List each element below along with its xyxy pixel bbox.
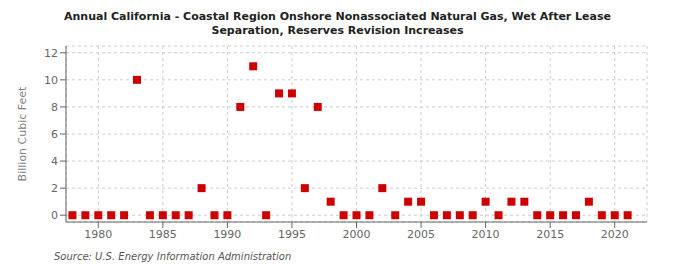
svg-text:2: 2 xyxy=(51,182,58,195)
svg-text:2020: 2020 xyxy=(601,228,629,241)
html-text:Annual California - Coastal Re: Annual California - Coastal Region Onsho… xyxy=(64,10,611,23)
svg-text:2005: 2005 xyxy=(407,228,435,241)
html-text:Source: U.S. Energy Informatio: Source: U.S. Energy Information Administ… xyxy=(54,251,292,262)
svg-text:2015: 2015 xyxy=(536,228,564,241)
svg-text:0: 0 xyxy=(51,209,58,222)
svg-text:6: 6 xyxy=(51,128,58,141)
svg-text:Billion Cubic Feet: Billion Cubic Feet xyxy=(16,86,29,181)
svg-text:12: 12 xyxy=(44,47,58,60)
svg-text:10: 10 xyxy=(44,74,58,87)
svg-text:4: 4 xyxy=(51,155,58,168)
svg-text:8: 8 xyxy=(51,101,58,114)
svg-text:2000: 2000 xyxy=(343,228,371,241)
svg-text:1990: 1990 xyxy=(213,228,241,241)
svg-text:1980: 1980 xyxy=(84,228,112,241)
svg-text:1985: 1985 xyxy=(149,228,177,241)
html-text:Separation, Reserves Revision: Separation, Reserves Revision Increases xyxy=(211,24,464,37)
svg-text:1995: 1995 xyxy=(278,228,306,241)
svg-text:2010: 2010 xyxy=(472,228,500,241)
